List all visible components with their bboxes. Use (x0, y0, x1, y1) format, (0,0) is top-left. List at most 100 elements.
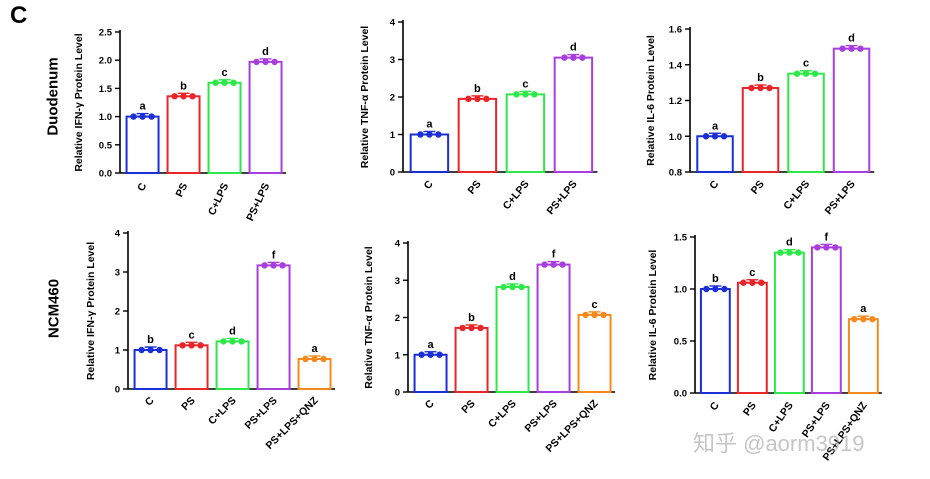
bar (409, 133, 450, 173)
data-point (148, 113, 155, 120)
x-tick-label: C (135, 181, 149, 193)
significance-letter: a (426, 119, 433, 131)
y-tick-label: 1.5 (99, 84, 113, 95)
data-point (179, 342, 186, 349)
data-point (417, 131, 424, 138)
data-point (740, 279, 747, 286)
data-point (139, 113, 146, 120)
y-tick-label: 2 (395, 313, 400, 324)
bar (536, 263, 571, 394)
data-point (522, 91, 529, 98)
bar (215, 340, 250, 391)
y-tick-label: 1.0 (99, 112, 112, 123)
data-point (518, 283, 525, 291)
data-point (483, 95, 490, 103)
y-axis-title: Relative IFN-γ Protein Level (73, 33, 85, 171)
data-point (302, 355, 309, 363)
data-point (860, 315, 867, 323)
bar (810, 246, 842, 394)
bar (125, 115, 160, 174)
data-point (570, 54, 577, 61)
x-tick-label: C (708, 400, 722, 413)
data-point (279, 262, 286, 269)
x-tick-label: PS (459, 398, 477, 416)
y-axis-title: Relative IL-6 Protein Level (645, 35, 657, 166)
data-point (147, 346, 154, 354)
data-point (591, 311, 598, 319)
y-axis-title: Relative IL-6 Protein Level (647, 250, 659, 381)
significance-letter: a (427, 339, 434, 351)
data-point (230, 79, 237, 86)
data-point (758, 279, 765, 286)
bar (832, 47, 871, 173)
bar (248, 60, 283, 174)
data-point (188, 342, 195, 349)
y-tick-label: 2.5 (99, 28, 113, 39)
data-point (474, 95, 481, 103)
data-point (229, 338, 236, 345)
significance-letter: c (803, 58, 809, 70)
significance-letter: a (712, 120, 719, 132)
significance-letter: a (139, 101, 146, 113)
x-tick-label: C+LPS (781, 178, 812, 212)
bar (736, 281, 768, 395)
data-point (712, 285, 719, 293)
data-point (171, 93, 178, 100)
x-tick-label: PS (741, 400, 759, 418)
bar (207, 81, 242, 174)
data-point (795, 249, 802, 256)
significance-letter: d (262, 46, 269, 58)
data-point (509, 283, 516, 291)
data-point (468, 324, 475, 332)
y-tick-label: 0.8 (669, 168, 682, 179)
y-axis-title: Relative TNF-α Protein Level (359, 26, 371, 168)
y-tick-label: 0.0 (99, 169, 112, 180)
bar (133, 349, 168, 390)
data-point (271, 58, 278, 66)
data-point (757, 84, 764, 92)
data-point (720, 133, 728, 140)
bar (495, 285, 530, 393)
data-point (320, 355, 327, 363)
significance-letter: d (848, 33, 855, 45)
data-point (197, 342, 204, 349)
bar (505, 93, 546, 173)
x-tick-label: PS+LPS (544, 178, 579, 217)
data-point (311, 355, 318, 363)
data-point (427, 351, 434, 358)
data-point (848, 45, 855, 52)
data-point (221, 79, 228, 86)
x-tick-label: PS (173, 181, 190, 199)
x-tick-label: PS+LPS (244, 181, 272, 223)
bar (166, 95, 201, 174)
data-point (600, 311, 607, 319)
data-point (253, 58, 260, 66)
x-tick-label: PS+LPS (243, 395, 280, 432)
significance-letter: d (229, 325, 236, 337)
significance-letter: b (757, 72, 764, 84)
significance-letter: b (468, 312, 475, 324)
y-tick-label: 0 (395, 388, 400, 399)
bar (696, 135, 734, 173)
data-point (189, 93, 196, 100)
y-axis-title: Relative TNF-α Protein Level (363, 246, 375, 388)
significance-letter: c (188, 329, 194, 341)
y-tick-label: 0.5 (99, 140, 113, 151)
y-tick-label: 1.4 (669, 60, 683, 71)
bar (577, 313, 612, 393)
data-point (811, 70, 819, 77)
y-tick-label: 3 (115, 268, 120, 279)
data-point (180, 93, 187, 100)
x-tick-label: C (707, 178, 721, 192)
data-point (832, 244, 839, 251)
data-point (550, 261, 557, 268)
y-tick-label: 3 (395, 276, 400, 287)
significance-letter: d (786, 237, 793, 249)
significance-letter: d (509, 271, 516, 283)
significance-letter: d (570, 42, 577, 54)
y-tick-label: 1.2 (669, 96, 682, 107)
data-point (156, 346, 163, 354)
data-point (270, 262, 277, 269)
significance-letter: c (749, 267, 755, 279)
